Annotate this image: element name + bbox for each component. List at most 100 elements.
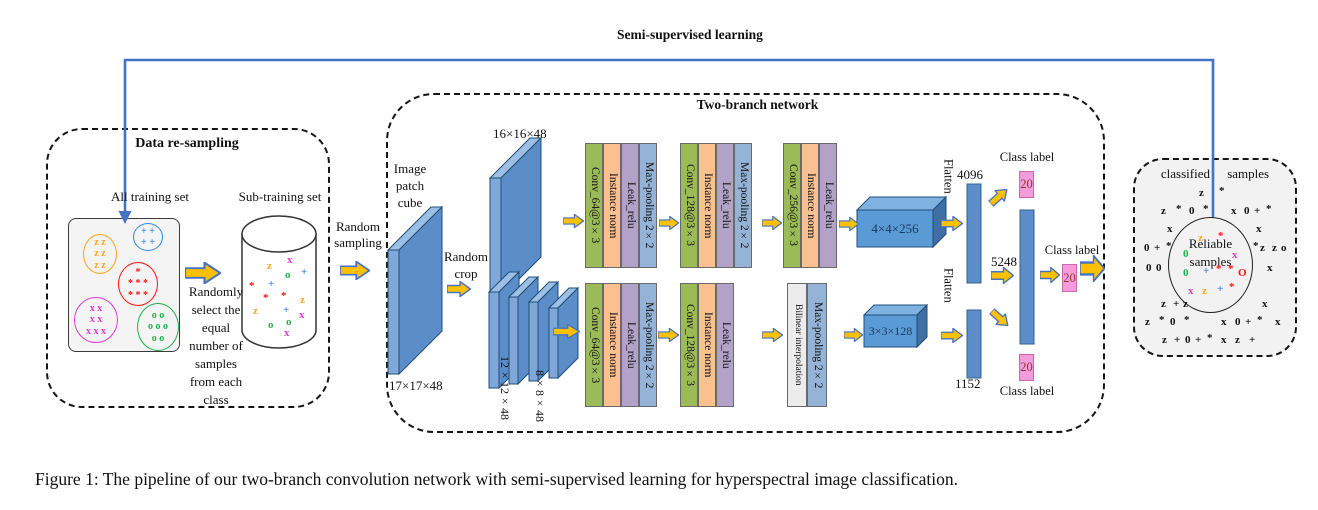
data-resampling-title: Data re-sampling bbox=[135, 136, 239, 151]
bottom-crop-dim-label-1: 12×12×48 bbox=[498, 356, 512, 420]
sample-symbol: z bbox=[1183, 298, 1188, 310]
sample-symbol: z bbox=[1272, 242, 1277, 254]
sample-symbol: o bbox=[1281, 242, 1287, 254]
flatten-label-bottom: Flatten bbox=[941, 268, 956, 303]
sample-symbol: + bbox=[301, 266, 308, 278]
crop-cube-16-shape bbox=[488, 136, 543, 299]
layer-block-pool: Max-pooling 2×2 bbox=[734, 143, 752, 268]
input-dim-label: 17×17×48 bbox=[389, 378, 443, 393]
sample-symbol: z bbox=[1235, 334, 1240, 346]
sample-symbol: * bbox=[1253, 240, 1259, 252]
sample-symbol: z bbox=[1202, 285, 1207, 297]
class-cluster-row: * * * bbox=[128, 289, 148, 301]
sample-symbol: 0 bbox=[1170, 316, 1176, 328]
class-cluster-row: z z bbox=[94, 259, 106, 271]
sample-symbol: z bbox=[1161, 298, 1166, 310]
sample-symbol: z bbox=[1145, 316, 1150, 328]
sample-symbol: 0 bbox=[1156, 262, 1162, 274]
sample-symbol: + bbox=[1174, 334, 1181, 346]
feature-box-top-shape bbox=[855, 195, 948, 249]
sample-symbol: x bbox=[287, 254, 293, 266]
sample-symbol: o bbox=[286, 316, 292, 328]
sub-training-set-cylinder bbox=[241, 215, 317, 349]
sample-symbol: x bbox=[299, 309, 305, 321]
sample-symbol: * bbox=[1159, 314, 1165, 326]
sample-symbol: 0 bbox=[1183, 248, 1189, 260]
random-sampling-label: Random sampling bbox=[334, 219, 382, 251]
class-cluster-row: x x x bbox=[86, 325, 106, 337]
top-crop-dim-label: 16×16×48 bbox=[493, 126, 547, 141]
class-label-top: Class label bbox=[999, 150, 1055, 164]
sample-symbol: x bbox=[1231, 205, 1237, 217]
sample-symbol: z bbox=[1199, 187, 1204, 199]
sample-symbol: * bbox=[1184, 314, 1190, 326]
sample-symbol: + bbox=[1195, 334, 1202, 346]
sample-symbol: z bbox=[1260, 242, 1265, 254]
class-cluster-row: + + bbox=[141, 225, 155, 237]
sample-symbol: 0 bbox=[1244, 205, 1250, 217]
layer-block-norm: Instance norm bbox=[603, 143, 621, 268]
sample-symbol: x bbox=[1275, 316, 1281, 328]
two-branch-network-title: Two-branch network bbox=[696, 97, 819, 112]
sample-symbol: o bbox=[285, 269, 291, 281]
layer-block-bilinear: Bilinear interpolation bbox=[787, 283, 807, 407]
layer-block-pool: Max-pooling 2×2 bbox=[639, 143, 657, 268]
sample-symbol: * bbox=[281, 290, 287, 302]
sample-symbol: * bbox=[249, 280, 255, 292]
semi-supervised-loop-arrow bbox=[118, 58, 1215, 267]
sample-symbol: x bbox=[1221, 316, 1227, 328]
sample-symbol: * bbox=[1176, 203, 1182, 215]
sample-symbol: z bbox=[253, 305, 258, 317]
concat-size: 5248 bbox=[991, 254, 1017, 269]
sample-symbol: z bbox=[1161, 205, 1166, 217]
class-output-mid: 20 bbox=[1062, 264, 1077, 292]
flatten-size-bottom: 1152 bbox=[955, 376, 981, 391]
layer-block-relu: Leak_relu bbox=[716, 143, 734, 268]
layer-block-relu: Leak_relu bbox=[716, 283, 734, 407]
class-cluster-row: o o bbox=[151, 309, 165, 321]
sample-symbol: * bbox=[263, 292, 269, 304]
sample-symbol: x bbox=[1262, 298, 1268, 310]
sample-symbol: + bbox=[1154, 242, 1161, 254]
sample-symbol: 0 bbox=[1144, 242, 1150, 254]
class-cluster-row: o o o bbox=[148, 321, 168, 333]
reliable-samples-circle bbox=[1168, 217, 1253, 313]
sample-symbol: x bbox=[1232, 249, 1238, 261]
layer-block-conv: Conv_128@3×3 bbox=[680, 143, 698, 268]
class-cluster-row: * * * bbox=[128, 278, 148, 290]
class-cluster-row: x x bbox=[89, 314, 103, 326]
sample-symbol: O bbox=[1238, 267, 1247, 279]
layer-block-norm: Instance norm bbox=[698, 283, 716, 407]
sample-symbol: 0 bbox=[1183, 267, 1189, 279]
sample-symbol: z bbox=[267, 260, 272, 272]
feature-dim-bottom: 3×3×128 bbox=[868, 323, 913, 338]
layer-block-conv: Conv_256@3×3 bbox=[783, 143, 801, 268]
classified-samples-title: classified samples bbox=[1160, 166, 1270, 181]
sample-symbol: * bbox=[1207, 332, 1213, 344]
sample-symbol: + bbox=[268, 278, 275, 290]
layer-block-relu: Leak_relu bbox=[819, 143, 837, 268]
feature-box-bottom-shape bbox=[862, 303, 929, 349]
flatten-bar-bottom bbox=[966, 309, 982, 379]
crop-slab-stack-shape bbox=[487, 270, 580, 390]
semi-supervised-learning-label: Semi-supervised learning bbox=[617, 27, 763, 42]
class-label-mid: Class label bbox=[1044, 243, 1100, 257]
layer-block-conv: Conv_128@3×3 bbox=[680, 283, 698, 407]
reliable-samples-label: Reliable samples bbox=[1188, 236, 1233, 269]
sample-symbol: * bbox=[1166, 240, 1172, 252]
layer-block-pool: Max-pooling 2×2 bbox=[807, 283, 827, 407]
flatten-label-top: Flatten bbox=[941, 159, 956, 194]
layer-block-norm: Instance norm bbox=[801, 143, 819, 268]
class-cluster-row: z z bbox=[94, 248, 106, 260]
random-crop-label: Random crop bbox=[443, 249, 489, 281]
sample-symbol: * bbox=[1219, 185, 1225, 197]
class-label-bottom: Class label bbox=[999, 384, 1055, 398]
class-cluster-row: o o bbox=[151, 332, 165, 344]
two-branch-network-box bbox=[386, 93, 1105, 433]
bottom-crop-dim-label-2: 8×8×48 bbox=[533, 370, 547, 422]
sample-symbol: + bbox=[1249, 334, 1256, 346]
sample-symbol: o bbox=[268, 319, 274, 331]
